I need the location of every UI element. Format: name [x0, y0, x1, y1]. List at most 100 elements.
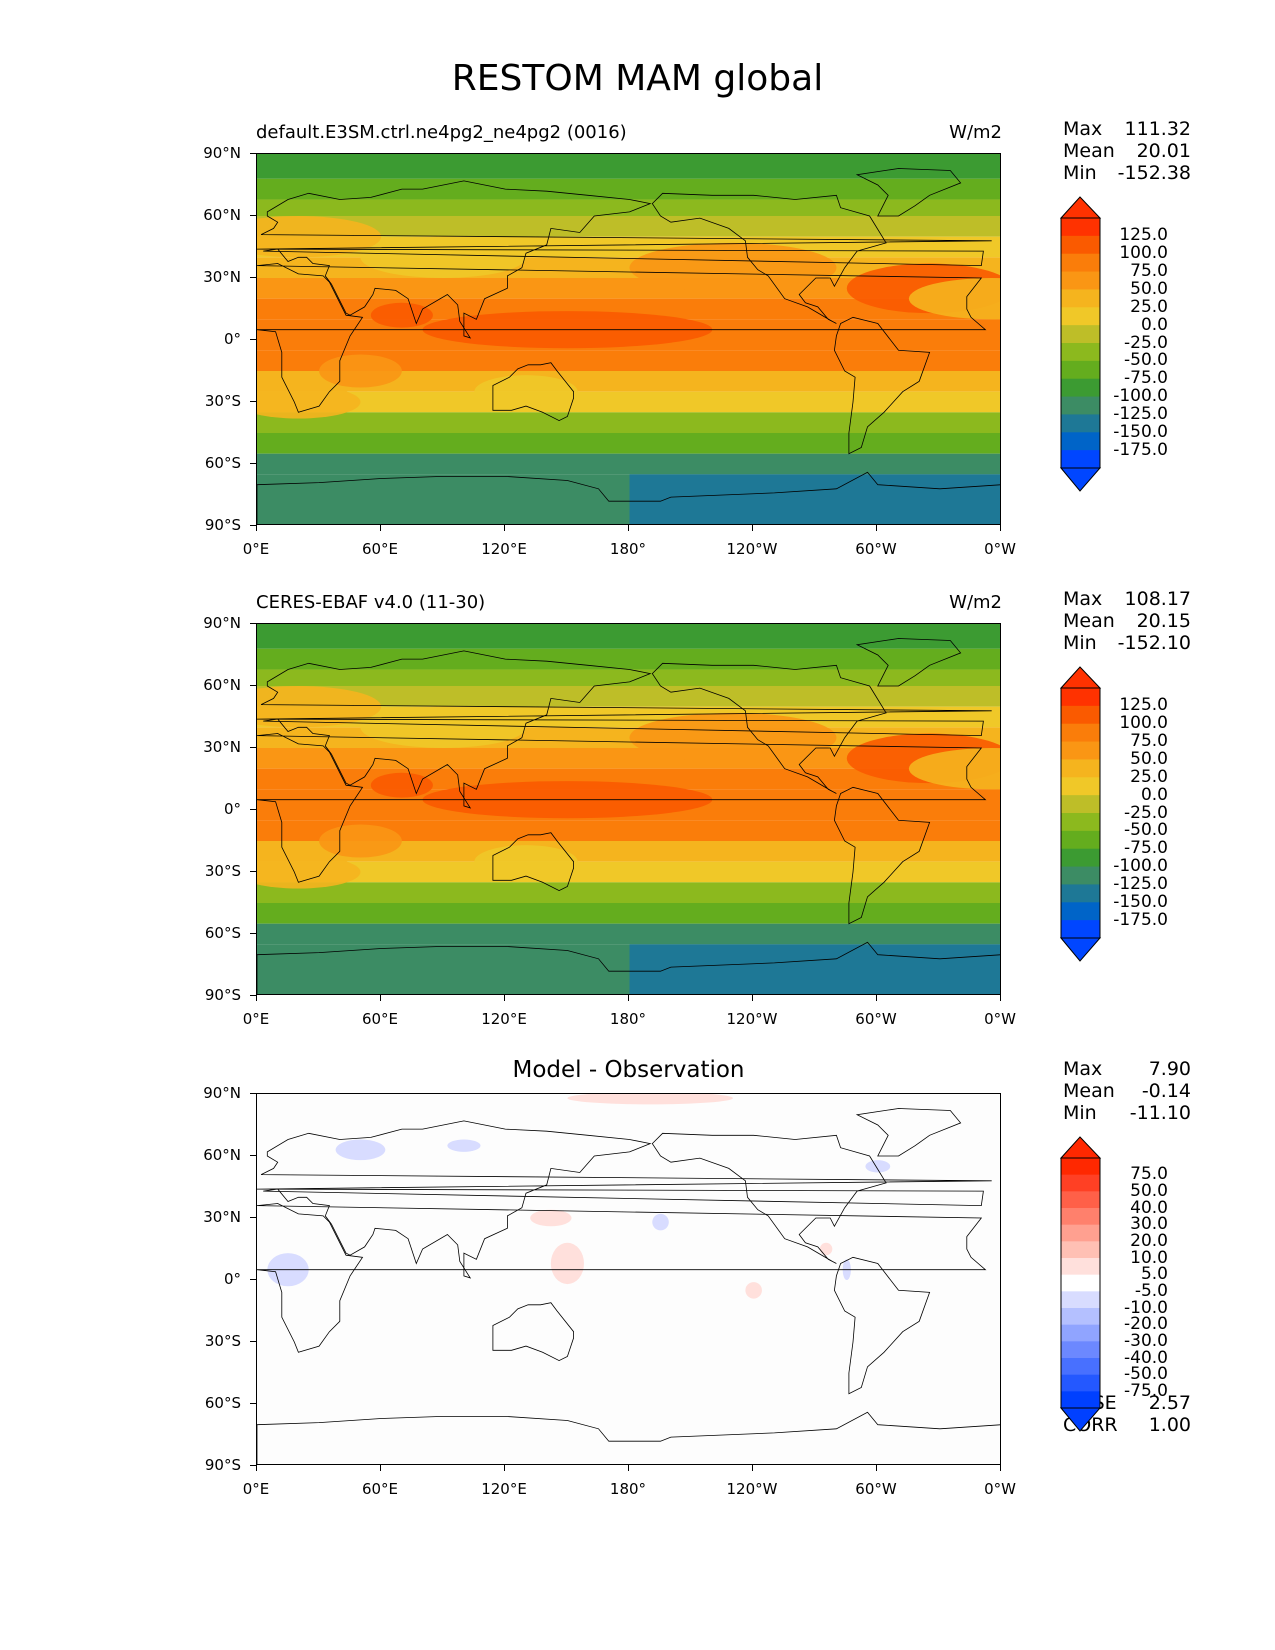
lat-tick [250, 995, 256, 996]
stat-max-value: 108.17 [1124, 588, 1191, 610]
colorbar-extend-bottom [1060, 1407, 1102, 1432]
coastline-eurasia [257, 1120, 992, 1279]
field-patch [567, 1094, 733, 1105]
colorbar-tick-label: -150.0 [1113, 891, 1168, 912]
colorbar-tick-label: 10.0 [1130, 1247, 1168, 1268]
colorbar-extend-top [1060, 196, 1102, 219]
lat-tick-label: 0° [223, 800, 241, 818]
field-band [257, 278, 1000, 299]
lat-tick-label: 60°N [203, 206, 241, 224]
coastline-group [257, 168, 1000, 524]
colorbar-segment [1061, 289, 1100, 308]
stat-mean-label: Mean [1063, 140, 1115, 162]
colorbar-tick-label: -75.0 [1124, 1380, 1168, 1401]
colorbar-segment [1061, 884, 1100, 903]
lon-tick-label: 60°E [361, 1480, 399, 1498]
coastline-africa [257, 263, 987, 413]
field-patch [319, 824, 402, 858]
lat-tick-label: 30°N [203, 738, 241, 756]
colorbar-segment [1061, 1358, 1100, 1376]
lon-tick [876, 1465, 877, 1471]
lat-tick [250, 401, 256, 402]
coastline-namerica [651, 662, 887, 794]
field-patch [474, 375, 578, 409]
field-patch [257, 686, 382, 728]
map-model [256, 153, 1001, 525]
colorbar-segment [1061, 902, 1100, 921]
lon-tick-label: 0°W [984, 1480, 1016, 1498]
colorbar-tick-label: 125.0 [1119, 695, 1168, 716]
colorbar [1060, 666, 1102, 962]
colorbar-segment [1061, 1374, 1100, 1392]
colorbar-segment [1061, 271, 1100, 290]
field-patch [360, 706, 527, 748]
colorbar-tick-label: 20.0 [1130, 1230, 1168, 1251]
lat-tick-label: 90°S [204, 1456, 241, 1474]
field-band [257, 768, 1000, 790]
colorbar-segment [1061, 218, 1100, 237]
field-patch [335, 1139, 386, 1161]
lat-tick [250, 1217, 256, 1218]
lat-tick [250, 747, 256, 748]
map-field-svg [257, 154, 1000, 524]
field-band [257, 391, 1000, 413]
field-patch [257, 216, 382, 258]
lon-tick-label: 120°E [481, 1010, 527, 1028]
lon-tick [628, 1465, 629, 1471]
field-band [257, 178, 1000, 200]
stat-max-label: Max [1063, 588, 1103, 610]
colorbar-tick-label: -30.0 [1124, 1330, 1168, 1351]
coastline-samerica [833, 316, 931, 455]
lat-tick [250, 339, 256, 340]
colorbar-segment [1061, 235, 1100, 255]
coastline-samerica [833, 786, 931, 925]
colorbar-tick-label: -100.0 [1113, 386, 1168, 407]
colorbar-segment [1061, 1291, 1100, 1309]
lat-tick [250, 1465, 256, 1466]
stat-max-value: 111.32 [1124, 118, 1191, 140]
coastline-antarctica [257, 471, 1000, 524]
lat-tick [250, 809, 256, 810]
colorbar-tick-label: -125.0 [1113, 873, 1168, 894]
field-patch [629, 712, 837, 763]
colorbar-segment [1061, 1258, 1100, 1276]
coastline-group [257, 1108, 1000, 1464]
colorbar-segment [1061, 759, 1100, 778]
colorbar-tick-label: -40.0 [1124, 1347, 1168, 1368]
colorbar-segment [1061, 866, 1100, 885]
lat-tick [250, 1155, 256, 1156]
colorbar-tick-label: -10.0 [1124, 1297, 1168, 1318]
lat-tick-label: 60°S [204, 454, 241, 472]
field-band [257, 298, 1000, 320]
lon-tick-label: 120°W [726, 1480, 778, 1498]
colorbar-segment [1061, 450, 1100, 469]
field-patch [370, 302, 433, 328]
colorbar-tick-label: 0.0 [1140, 784, 1168, 805]
colorbar-tick-label: 50.0 [1130, 278, 1168, 299]
lon-tick [752, 1465, 753, 1471]
lat-tick-label: 90°N [203, 1084, 241, 1102]
colorbar-segment [1061, 1224, 1100, 1242]
lat-tick-label: 60°S [204, 924, 241, 942]
field-band [257, 686, 1000, 707]
colorbar [1060, 196, 1102, 492]
colorbar-segment [1061, 1274, 1100, 1292]
colorbar-tick-label: -175.0 [1113, 439, 1168, 460]
lon-tick-label: 180° [609, 1010, 647, 1028]
stat-min-value: -152.10 [1117, 632, 1191, 654]
colorbar-tick-label: 75.0 [1130, 731, 1168, 752]
panel-difference: Model - Observation Max 7.90 Mean -0.14 Mi… [0, 940, 1275, 1498]
lat-tick [250, 1341, 256, 1342]
colorbar-tick-label: -25.0 [1124, 802, 1168, 823]
colorbar-segment [1061, 795, 1100, 814]
lon-tick [256, 1465, 257, 1471]
field-band [257, 350, 1000, 371]
colorbar-tick-label: 75.0 [1130, 261, 1168, 282]
lon-tick-label: 60°E [361, 1010, 399, 1028]
field-band [257, 861, 1000, 883]
stat-min-label: Min [1063, 162, 1097, 184]
field-band [257, 371, 1000, 392]
colorbar-segment [1061, 1391, 1100, 1409]
colorbar-segment [1061, 1208, 1100, 1226]
stat-mean-value: 20.01 [1136, 140, 1191, 162]
